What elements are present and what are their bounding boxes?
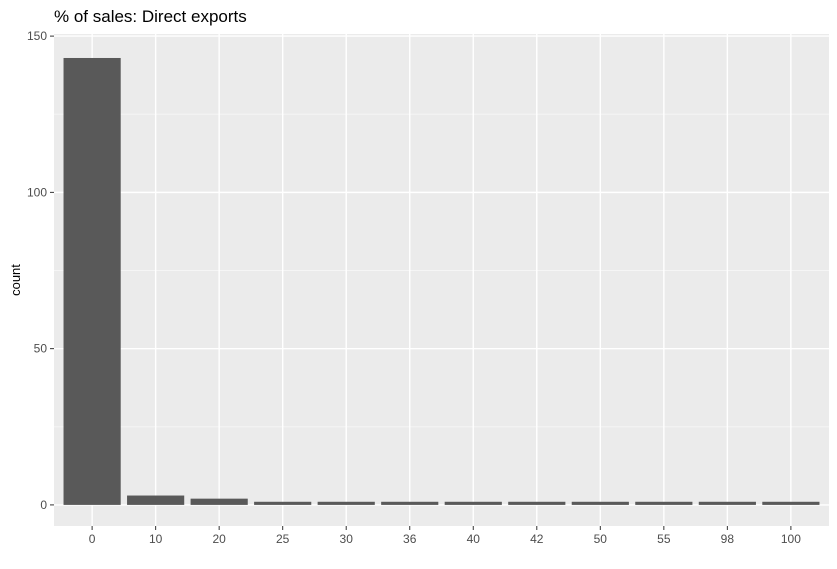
plot-panel (54, 34, 829, 526)
x-tick-label: 55 (657, 532, 671, 546)
bar-98 (698, 501, 756, 505)
y-axis: 0 50 100 150 (27, 29, 54, 512)
x-axis: 0 10 20 25 30 36 40 42 50 55 98 100 (89, 526, 801, 546)
y-axis-title: count (8, 264, 23, 296)
bar-36 (381, 501, 439, 505)
x-tick-label: 42 (530, 532, 544, 546)
bar-55 (635, 501, 693, 505)
x-tick-label: 36 (403, 532, 417, 546)
x-tick-label: 30 (340, 532, 354, 546)
y-tick-label: 100 (27, 185, 47, 199)
bar-0 (63, 57, 121, 505)
bar-20 (190, 498, 248, 505)
bar-50 (571, 501, 629, 505)
bar-10 (127, 495, 185, 505)
bar-42 (508, 501, 566, 505)
x-tick-label: 10 (149, 532, 163, 546)
bar-25 (254, 501, 312, 505)
y-tick-label: 0 (40, 498, 47, 512)
chart-title: % of sales: Direct exports (54, 7, 247, 26)
y-tick-label: 150 (27, 29, 47, 43)
x-tick-label: 40 (467, 532, 481, 546)
x-tick-label: 100 (781, 532, 801, 546)
bar-40 (444, 501, 502, 505)
x-tick-label: 20 (212, 532, 226, 546)
grid-lines (54, 34, 829, 526)
bar-30 (317, 501, 375, 505)
bar-100 (762, 501, 820, 505)
bars (63, 57, 820, 505)
x-tick-label: 25 (276, 532, 290, 546)
x-tick-label: 0 (89, 532, 96, 546)
x-tick-label: 98 (721, 532, 735, 546)
y-tick-label: 50 (34, 342, 48, 356)
x-tick-label: 50 (594, 532, 608, 546)
